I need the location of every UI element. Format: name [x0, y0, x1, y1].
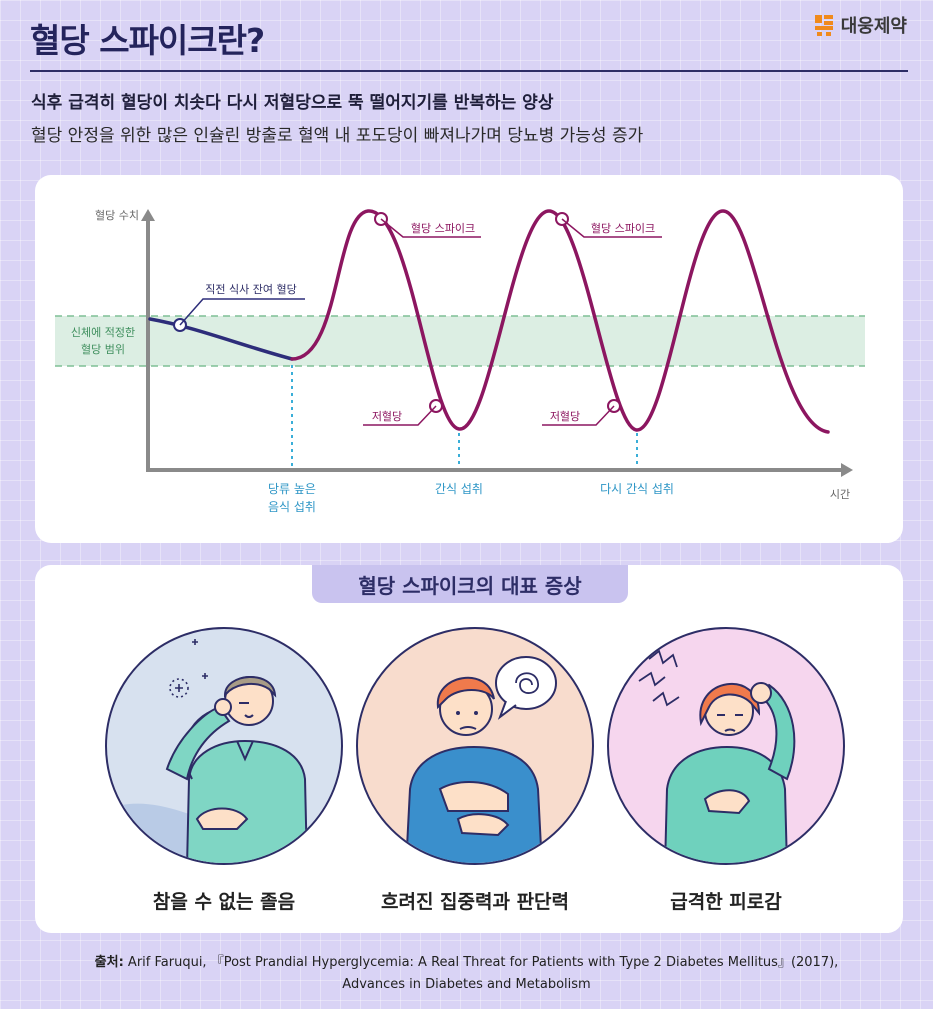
symptom-concentration: 흐려진 집중력과 판단력: [356, 627, 594, 914]
symptom-label-drowsiness: 참을 수 없는 졸음: [152, 891, 296, 913]
spike-leader-1: [380, 218, 481, 238]
low-leader-1: [363, 405, 437, 426]
premeal-annotation: 직전 식사 잔여 혈당: [205, 282, 296, 296]
source-line-1: Arif Faruqui, 『Post Prandial Hyperglycem…: [123, 955, 839, 970]
normal-range-label-1: 신체에 적정한: [71, 326, 135, 339]
low-annotation-2: 저혈당: [550, 409, 580, 423]
normal-range-band: [55, 316, 865, 366]
x-axis-arrow: [841, 463, 853, 477]
brand-logo: 대웅제약: [813, 12, 907, 38]
source-line-2: Advances in Diabetes and Metabolism: [342, 977, 591, 992]
confused-person-icon: [356, 627, 594, 865]
page-title: 혈당 스파이크란?: [30, 21, 265, 60]
x-axis-label: 시간: [830, 488, 850, 501]
symptom-drowsiness: 참을 수 없는 졸음: [105, 627, 343, 914]
subtitle: 혈당 안정을 위한 많은 인슐린 방출로 혈액 내 포도당이 빠져나가며 당뇨병…: [31, 126, 644, 146]
symptom-label-fatigue: 급격한 피로감: [670, 891, 782, 913]
pre-meal-curve: [148, 317, 294, 361]
subtitle-bold: 식후 급격히 혈당이 치솟다 다시 저혈당으로 뚝 떨어지기를 반복하는 양상: [31, 93, 554, 113]
premeal-leader: [179, 298, 305, 326]
source-citation: 출처: Arif Faruqui, 『Post Prandial Hypergl…: [0, 952, 933, 996]
spike-annotation-2: 혈당 스파이크: [591, 221, 655, 235]
spike-curve: [290, 209, 830, 434]
header-divider: [30, 70, 908, 72]
spike-leader-2: [561, 218, 662, 238]
source-prefix: 출처:: [94, 955, 124, 970]
daewoong-logo-icon: [814, 15, 833, 36]
symptom-fatigue: 급격한 피로감: [607, 627, 845, 914]
event-1-label-1: 당류 높은: [268, 482, 316, 496]
low-leader-2: [542, 405, 615, 426]
normal-range-label-2: 혈당 범위: [81, 342, 125, 356]
graph-card: 신체에 적정한 혈당 범위 혈당 수치 시간 직전 식사 잔여 혈당 혈당 스파…: [35, 175, 903, 543]
event-1-label-2: 음식 섭취: [268, 500, 316, 514]
fatigued-person-icon: [607, 627, 845, 865]
event-2-label: 간식 섭취: [435, 482, 483, 496]
brand-name: 대웅제약: [840, 16, 907, 37]
blood-sugar-graph: 신체에 적정한 혈당 범위 혈당 수치 시간 직전 식사 잔여 혈당 혈당 스파…: [55, 208, 865, 514]
event-3-label: 다시 간식 섭취: [600, 482, 674, 496]
drowsy-person-icon: [105, 627, 343, 865]
symptoms-heading: 혈당 스파이크의 대표 증상: [312, 565, 628, 603]
symptoms-card: 혈당 스파이크의 대표 증상: [35, 565, 903, 933]
spike-annotation-1: 혈당 스파이크: [411, 221, 475, 235]
symptom-label-concentration: 흐려진 집중력과 판단력: [380, 891, 570, 913]
y-axis-arrow: [141, 209, 155, 221]
low-annotation-1: 저혈당: [372, 409, 402, 423]
y-axis-label: 혈당 수치: [95, 208, 139, 222]
